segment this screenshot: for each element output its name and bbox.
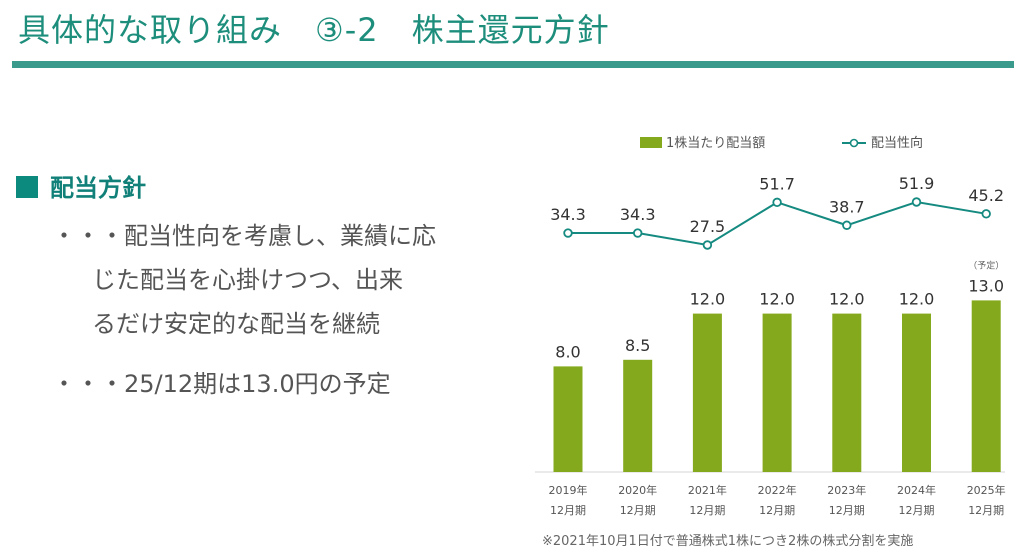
- x-tick-label-period: 12月期: [759, 504, 795, 517]
- dividend-chart: 1株当たり配当額 配当性向 8.0 8.5 12.0 12.0 12.0 12.0 13.0 （予…: [535, 135, 1006, 517]
- dividend-bar: [902, 313, 931, 472]
- x-tick-label-period: 12月期: [620, 504, 656, 517]
- payout-ratio-label: 34.3: [620, 205, 656, 224]
- legend-swatch-dividend: [640, 137, 662, 148]
- policy-line: ・・・配当性向を考慮し、業績に応: [52, 222, 436, 250]
- x-tick-label-period: 12月期: [689, 504, 725, 517]
- x-tick-label-period: 12月期: [899, 504, 935, 517]
- payout-ratio-point: [911, 197, 922, 207]
- policy-body: ・・・配当性向を考慮し、業績に応 じた配当を心掛けつつ、出来 るだけ安定的な配当…: [52, 214, 436, 406]
- x-tick-label-period: 12月期: [968, 504, 1004, 517]
- dividend-bar: [623, 359, 653, 472]
- dividend-value-label: 8.0: [555, 342, 580, 361]
- dividend-value-label: 12.0: [759, 290, 795, 309]
- x-tick-label-period: 12月期: [829, 504, 865, 517]
- x-tick-label-year: 2022年: [758, 483, 797, 497]
- title-underline: [12, 61, 1014, 68]
- forecast-note: （予定）: [968, 259, 1004, 271]
- policy-heading: 配当方針: [16, 168, 146, 203]
- x-tick-label-year: 2025年: [967, 483, 1006, 497]
- dividend-value-label: 12.0: [829, 290, 865, 309]
- x-tick-label-period: 12月期: [550, 504, 586, 517]
- payout-ratio-point: [981, 209, 991, 219]
- x-tick-label-year: 2020年: [618, 483, 657, 497]
- payout-ratio-label: 51.9: [899, 174, 935, 193]
- policy-line: るだけ安定的な配当を継続: [92, 310, 380, 338]
- legend-label-payout: 配当性向: [871, 135, 923, 151]
- payout-ratio-point: [772, 197, 782, 208]
- legend-marker-payout: [849, 138, 859, 148]
- payout-ratio-point: [702, 240, 713, 250]
- dividend-bar: [553, 366, 583, 472]
- x-tick-label-year: 2023年: [827, 483, 866, 497]
- payout-ratio-label: 27.5: [690, 217, 726, 236]
- policy-line: じた配当を心掛けつつ、出来: [92, 266, 404, 294]
- dividend-value-label: 12.0: [690, 290, 726, 309]
- payout-ratio-label: 38.7: [829, 197, 865, 216]
- dividend-bar: [832, 313, 862, 472]
- dividend-value-label: 13.0: [968, 276, 1004, 295]
- policy-line: ・・・25/12期は13.0円の予定: [52, 370, 391, 398]
- legend-label-dividend: 1株当たり配当額: [666, 136, 765, 151]
- square-bullet-icon: [16, 176, 38, 198]
- payout-ratio-label: 34.3: [550, 205, 586, 224]
- x-tick-label-year: 2019年: [549, 483, 588, 497]
- policy-heading-text: 配当方針: [50, 174, 146, 202]
- dividend-value-label: 8.5: [625, 336, 650, 355]
- slide-title: 具体的な取り組み ③-2 株主還元方針: [18, 11, 610, 49]
- dividend-value-label: 12.0: [899, 290, 935, 309]
- payout-ratio-point: [842, 220, 852, 230]
- dividend-bar: [692, 313, 722, 472]
- footnote: ※2021年10月1日付で普通株式1株につき2株の株式分割を実施: [542, 534, 914, 549]
- dividend-bar: [971, 300, 1001, 472]
- spacer: [52, 346, 436, 362]
- x-tick-label-year: 2024年: [897, 483, 936, 497]
- x-tick-label-year: 2021年: [688, 483, 727, 497]
- payout-ratio-point: [563, 228, 573, 238]
- dividend-bar: [762, 313, 792, 472]
- payout-ratio-point: [632, 228, 643, 238]
- payout-ratio-label: 45.2: [968, 186, 1004, 205]
- payout-ratio-label: 51.7: [759, 174, 795, 193]
